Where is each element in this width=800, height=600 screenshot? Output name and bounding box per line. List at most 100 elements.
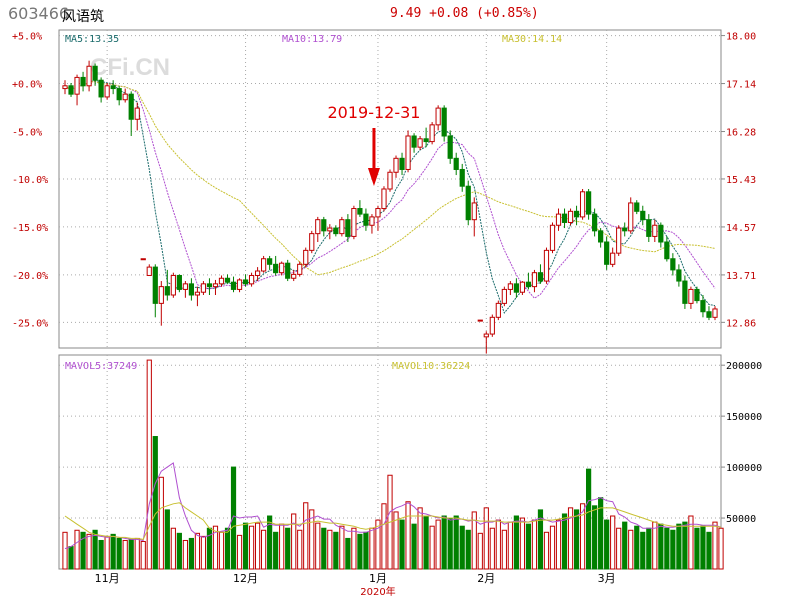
candle-body [182, 283, 188, 290]
stock-code: 603466 [8, 4, 70, 23]
candle-body [513, 283, 519, 293]
volume-bar [688, 515, 694, 570]
candle-body [98, 79, 104, 98]
candle-body [363, 213, 369, 226]
candle-body [477, 319, 483, 322]
volume-bars [62, 359, 724, 570]
volume-bar [405, 501, 411, 570]
volume-bar [279, 523, 285, 570]
candles [62, 60, 718, 354]
volume-bar [495, 519, 501, 570]
candle-body [706, 311, 712, 318]
candle-body [200, 283, 207, 293]
volume-bar [604, 519, 610, 570]
candle-body [176, 274, 182, 290]
volume-bar [321, 527, 327, 570]
volume-bar [658, 523, 664, 570]
candle-body [465, 185, 471, 221]
volume-bar [110, 533, 116, 570]
percent-tick-label: -25.0% [12, 318, 48, 329]
volume-bar [543, 531, 550, 570]
legend-mavol10: MAVOL10:36224 [392, 361, 470, 372]
candle-body [285, 262, 291, 279]
candle-body [405, 135, 411, 170]
candle-body [345, 219, 351, 237]
volume-bar [357, 533, 363, 570]
volume-bar [640, 531, 646, 570]
volume-bar [218, 531, 225, 570]
ma30-line [64, 81, 716, 276]
candle-body [471, 202, 477, 221]
axis-labels: 18.00 +5.0% 17.14 +0.0% 16.28 -5.0% 15.43 -10.0… [12, 32, 762, 598]
volume-bar [140, 540, 146, 570]
candle-body [658, 224, 664, 243]
candle-body [128, 93, 134, 120]
price-tick-label: 15.43 [726, 175, 756, 186]
candle-body [525, 281, 532, 288]
volume-bar [676, 523, 682, 570]
volume-bar [694, 527, 700, 570]
volume-bar [236, 534, 243, 570]
candle-body [585, 191, 592, 215]
volume-bar [80, 531, 86, 570]
volume-bar [98, 539, 104, 570]
candle-body [116, 88, 122, 101]
candle-body [303, 249, 309, 265]
volume-tick-label: 200000 [726, 361, 762, 372]
volume-tick-label: 150000 [726, 412, 762, 423]
candle-body [664, 241, 670, 260]
month-label: 3月 [598, 572, 616, 585]
volume-bar [152, 436, 158, 570]
volume-bar [116, 537, 122, 570]
volume-bar [555, 519, 562, 570]
volume-bar [453, 515, 459, 570]
volume-bar [670, 529, 676, 570]
price-tick-label: 17.14 [726, 80, 756, 91]
candle-body [423, 138, 429, 143]
price-quote: 9.49 +0.08 (+0.85%) [390, 6, 539, 21]
ma5-line [64, 80, 716, 314]
legend-ma5: MA5:13.35 [65, 34, 119, 45]
candle-body [152, 266, 158, 304]
candle-body [158, 286, 164, 304]
volume-averages [64, 462, 722, 550]
candle-body [62, 85, 68, 90]
volume-bar [74, 529, 80, 570]
volume-bar [429, 525, 435, 570]
candle-body [224, 277, 231, 283]
month-label: 2月 [477, 572, 495, 585]
volume-bar [369, 527, 375, 570]
candle-body [188, 283, 195, 296]
volume-bar [327, 529, 333, 570]
candle-body [279, 262, 285, 274]
candle-body [375, 208, 381, 218]
volume-bar [297, 529, 303, 570]
annotation-arrow-head [367, 168, 380, 186]
candle-body [700, 300, 706, 313]
candle-body [122, 93, 128, 101]
candle-body [640, 210, 646, 221]
candle-body [170, 274, 176, 296]
candle-body [652, 224, 658, 237]
volume-bar [393, 511, 399, 570]
candle-body [459, 168, 465, 187]
volume-bar [477, 532, 483, 570]
volume-bar [333, 531, 339, 570]
volume-bar [525, 523, 532, 570]
volume-bar [68, 546, 74, 570]
candle-body [447, 135, 453, 159]
volume-tick-label: 50000 [726, 514, 756, 525]
candle-body [242, 279, 249, 285]
volume-bar [230, 466, 237, 570]
candle-body [507, 283, 513, 290]
candle-body [682, 280, 688, 304]
candle-body [441, 107, 447, 137]
volume-bar [303, 502, 309, 570]
volume-bar [628, 529, 634, 570]
candle-body [555, 213, 562, 226]
candle-body [592, 213, 598, 232]
volume-bar [664, 527, 670, 570]
volume-bar [652, 521, 658, 570]
volume-bar [176, 532, 182, 570]
